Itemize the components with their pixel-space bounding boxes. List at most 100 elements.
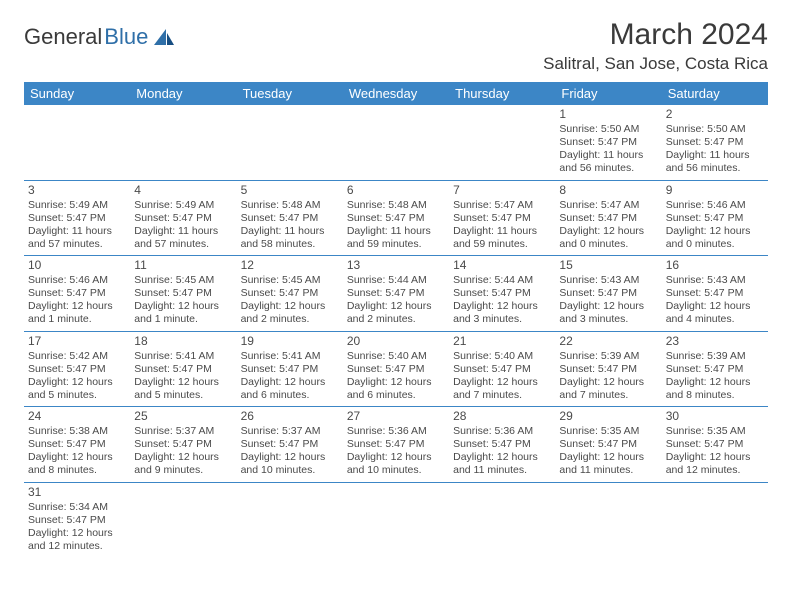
day-number: 15 bbox=[559, 258, 657, 273]
daylight-line: Daylight: 12 hours and 6 minutes. bbox=[347, 376, 445, 402]
sunrise-line: Sunrise: 5:36 AM bbox=[347, 425, 445, 438]
day-cell: 1Sunrise: 5:50 AMSunset: 5:47 PMDaylight… bbox=[555, 105, 661, 180]
day-header: Wednesday bbox=[343, 82, 449, 105]
day-cell: 13Sunrise: 5:44 AMSunset: 5:47 PMDayligh… bbox=[343, 256, 449, 331]
sunrise-line: Sunrise: 5:48 AM bbox=[347, 199, 445, 212]
sunrise-line: Sunrise: 5:44 AM bbox=[453, 274, 551, 287]
daylight-line: Daylight: 11 hours and 59 minutes. bbox=[347, 225, 445, 251]
sunrise-line: Sunrise: 5:37 AM bbox=[134, 425, 232, 438]
sunrise-line: Sunrise: 5:35 AM bbox=[559, 425, 657, 438]
sunset-line: Sunset: 5:47 PM bbox=[559, 363, 657, 376]
sunrise-line: Sunrise: 5:39 AM bbox=[559, 350, 657, 363]
daylight-line: Daylight: 12 hours and 0 minutes. bbox=[666, 225, 764, 251]
day-header-row: SundayMondayTuesdayWednesdayThursdayFrid… bbox=[24, 82, 768, 105]
week-row: 31Sunrise: 5:34 AMSunset: 5:47 PMDayligh… bbox=[24, 483, 768, 558]
day-header: Thursday bbox=[449, 82, 555, 105]
sunset-line: Sunset: 5:47 PM bbox=[134, 438, 232, 451]
day-number: 20 bbox=[347, 334, 445, 349]
day-cell: 24Sunrise: 5:38 AMSunset: 5:47 PMDayligh… bbox=[24, 407, 130, 482]
day-cell: 31Sunrise: 5:34 AMSunset: 5:47 PMDayligh… bbox=[24, 483, 130, 558]
sunrise-line: Sunrise: 5:46 AM bbox=[28, 274, 126, 287]
day-number: 23 bbox=[666, 334, 764, 349]
day-cell: 3Sunrise: 5:49 AMSunset: 5:47 PMDaylight… bbox=[24, 181, 130, 256]
sunrise-line: Sunrise: 5:45 AM bbox=[134, 274, 232, 287]
daylight-line: Daylight: 12 hours and 10 minutes. bbox=[347, 451, 445, 477]
sunset-line: Sunset: 5:47 PM bbox=[28, 363, 126, 376]
sunset-line: Sunset: 5:47 PM bbox=[666, 287, 764, 300]
daylight-line: Daylight: 12 hours and 2 minutes. bbox=[347, 300, 445, 326]
daylight-line: Daylight: 12 hours and 7 minutes. bbox=[559, 376, 657, 402]
empty-cell bbox=[237, 105, 343, 180]
day-number: 27 bbox=[347, 409, 445, 424]
day-number: 10 bbox=[28, 258, 126, 273]
empty-cell bbox=[237, 483, 343, 558]
sunset-line: Sunset: 5:47 PM bbox=[666, 363, 764, 376]
logo: General Blue bbox=[24, 18, 178, 50]
sunset-line: Sunset: 5:47 PM bbox=[28, 212, 126, 225]
day-cell: 15Sunrise: 5:43 AMSunset: 5:47 PMDayligh… bbox=[555, 256, 661, 331]
daylight-line: Daylight: 12 hours and 5 minutes. bbox=[28, 376, 126, 402]
title-block: March 2024 Salitral, San Jose, Costa Ric… bbox=[543, 18, 768, 74]
day-number: 19 bbox=[241, 334, 339, 349]
sunset-line: Sunset: 5:47 PM bbox=[241, 287, 339, 300]
sunrise-line: Sunrise: 5:39 AM bbox=[666, 350, 764, 363]
sunset-line: Sunset: 5:47 PM bbox=[666, 438, 764, 451]
sunrise-line: Sunrise: 5:37 AM bbox=[241, 425, 339, 438]
day-cell: 8Sunrise: 5:47 AMSunset: 5:47 PMDaylight… bbox=[555, 181, 661, 256]
sunrise-line: Sunrise: 5:36 AM bbox=[453, 425, 551, 438]
day-header: Saturday bbox=[662, 82, 768, 105]
empty-cell bbox=[343, 483, 449, 558]
day-number: 11 bbox=[134, 258, 232, 273]
day-number: 14 bbox=[453, 258, 551, 273]
daylight-line: Daylight: 12 hours and 2 minutes. bbox=[241, 300, 339, 326]
weeks-container: 1Sunrise: 5:50 AMSunset: 5:47 PMDaylight… bbox=[24, 105, 768, 557]
day-number: 2 bbox=[666, 107, 764, 122]
day-cell: 22Sunrise: 5:39 AMSunset: 5:47 PMDayligh… bbox=[555, 332, 661, 407]
day-cell: 5Sunrise: 5:48 AMSunset: 5:47 PMDaylight… bbox=[237, 181, 343, 256]
logo-word1: General bbox=[24, 24, 102, 50]
sunset-line: Sunset: 5:47 PM bbox=[347, 438, 445, 451]
sunset-line: Sunset: 5:47 PM bbox=[347, 363, 445, 376]
daylight-line: Daylight: 12 hours and 9 minutes. bbox=[134, 451, 232, 477]
daylight-line: Daylight: 11 hours and 57 minutes. bbox=[28, 225, 126, 251]
day-number: 9 bbox=[666, 183, 764, 198]
daylight-line: Daylight: 11 hours and 56 minutes. bbox=[666, 149, 764, 175]
sunrise-line: Sunrise: 5:40 AM bbox=[453, 350, 551, 363]
day-cell: 12Sunrise: 5:45 AMSunset: 5:47 PMDayligh… bbox=[237, 256, 343, 331]
day-cell: 7Sunrise: 5:47 AMSunset: 5:47 PMDaylight… bbox=[449, 181, 555, 256]
day-cell: 18Sunrise: 5:41 AMSunset: 5:47 PMDayligh… bbox=[130, 332, 236, 407]
day-cell: 2Sunrise: 5:50 AMSunset: 5:47 PMDaylight… bbox=[662, 105, 768, 180]
day-cell: 19Sunrise: 5:41 AMSunset: 5:47 PMDayligh… bbox=[237, 332, 343, 407]
sunrise-line: Sunrise: 5:40 AM bbox=[347, 350, 445, 363]
sunrise-line: Sunrise: 5:44 AM bbox=[347, 274, 445, 287]
day-header: Monday bbox=[130, 82, 236, 105]
sunset-line: Sunset: 5:47 PM bbox=[666, 136, 764, 149]
daylight-line: Daylight: 12 hours and 3 minutes. bbox=[559, 300, 657, 326]
daylight-line: Daylight: 12 hours and 3 minutes. bbox=[453, 300, 551, 326]
daylight-line: Daylight: 12 hours and 11 minutes. bbox=[453, 451, 551, 477]
sunrise-line: Sunrise: 5:47 AM bbox=[559, 199, 657, 212]
sunset-line: Sunset: 5:47 PM bbox=[347, 287, 445, 300]
day-number: 21 bbox=[453, 334, 551, 349]
day-number: 6 bbox=[347, 183, 445, 198]
sunset-line: Sunset: 5:47 PM bbox=[28, 287, 126, 300]
header: General Blue March 2024 Salitral, San Jo… bbox=[24, 18, 768, 74]
sunrise-line: Sunrise: 5:46 AM bbox=[666, 199, 764, 212]
sunset-line: Sunset: 5:47 PM bbox=[559, 287, 657, 300]
daylight-line: Daylight: 12 hours and 4 minutes. bbox=[666, 300, 764, 326]
sunset-line: Sunset: 5:47 PM bbox=[241, 363, 339, 376]
location: Salitral, San Jose, Costa Rica bbox=[543, 54, 768, 74]
day-number: 24 bbox=[28, 409, 126, 424]
sunset-line: Sunset: 5:47 PM bbox=[347, 212, 445, 225]
week-row: 1Sunrise: 5:50 AMSunset: 5:47 PMDaylight… bbox=[24, 105, 768, 181]
sunrise-line: Sunrise: 5:47 AM bbox=[453, 199, 551, 212]
sunset-line: Sunset: 5:47 PM bbox=[559, 136, 657, 149]
day-number: 18 bbox=[134, 334, 232, 349]
week-row: 10Sunrise: 5:46 AMSunset: 5:47 PMDayligh… bbox=[24, 256, 768, 332]
sunset-line: Sunset: 5:47 PM bbox=[453, 438, 551, 451]
sunrise-line: Sunrise: 5:49 AM bbox=[134, 199, 232, 212]
day-number: 1 bbox=[559, 107, 657, 122]
sunrise-line: Sunrise: 5:43 AM bbox=[666, 274, 764, 287]
sunset-line: Sunset: 5:47 PM bbox=[241, 438, 339, 451]
sunset-line: Sunset: 5:47 PM bbox=[559, 438, 657, 451]
